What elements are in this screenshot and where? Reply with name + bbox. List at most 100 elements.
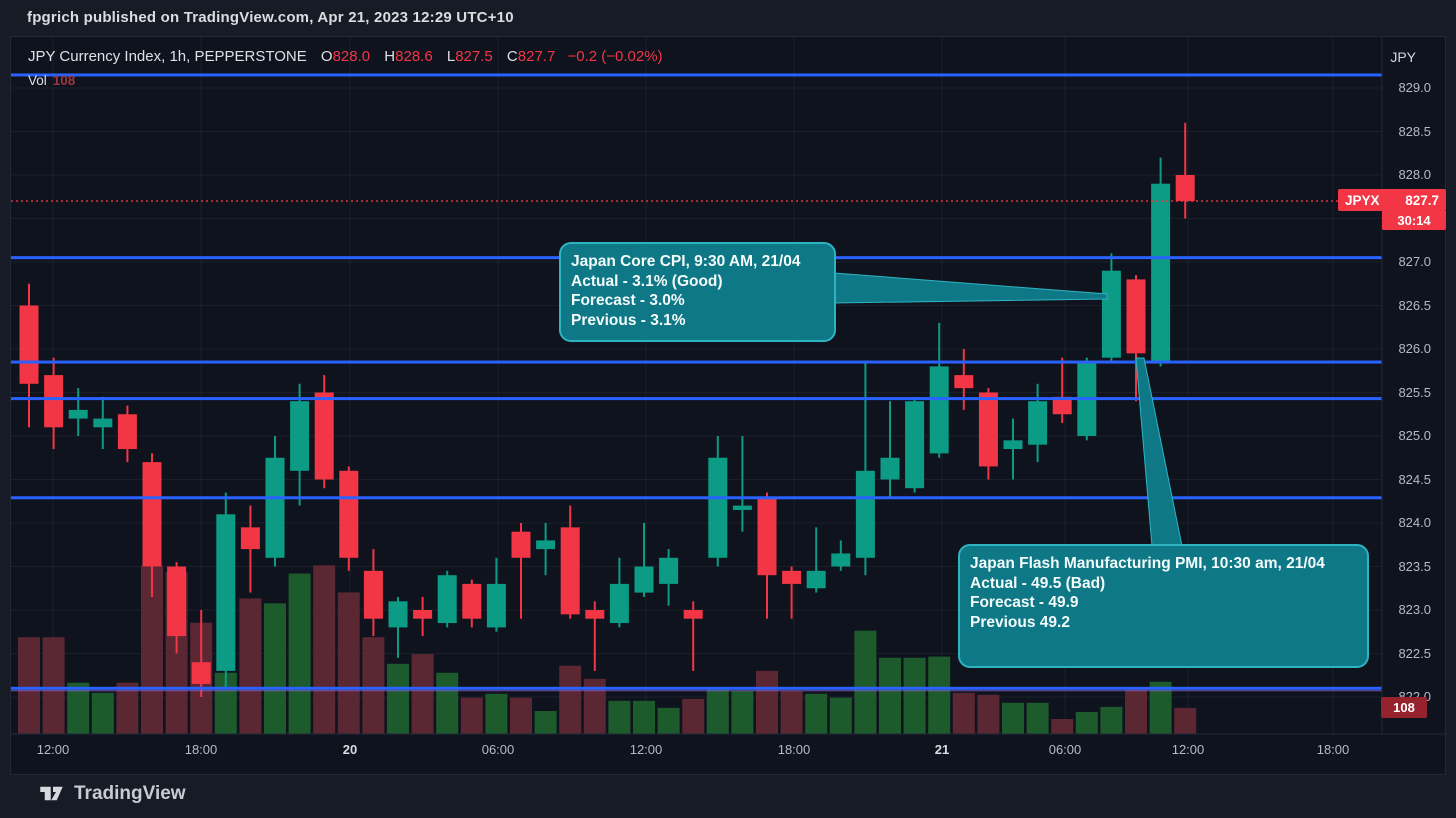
candle-body bbox=[413, 610, 433, 619]
low-value: 827.5 bbox=[455, 48, 493, 65]
time-axis-label: 12:00 bbox=[629, 742, 663, 757]
candle-body bbox=[978, 392, 998, 467]
volume-bar bbox=[682, 698, 705, 734]
candle-body bbox=[954, 375, 974, 389]
candle-wick bbox=[593, 601, 596, 671]
candle-body bbox=[585, 610, 605, 619]
last-price-tag-value: 827.7 bbox=[1405, 192, 1439, 208]
candle-wick bbox=[397, 596, 399, 658]
high-value: 828.6 bbox=[395, 48, 433, 65]
candle-body bbox=[437, 575, 457, 624]
time-axis-label: 06:00 bbox=[481, 742, 515, 757]
bar-countdown-tag: 30:14 bbox=[1382, 211, 1446, 230]
volume-label: Vol bbox=[28, 73, 47, 88]
volume-bar bbox=[559, 665, 582, 734]
volume-bar bbox=[608, 700, 631, 734]
volume-value: 108 bbox=[52, 73, 76, 88]
candle-body bbox=[167, 566, 187, 637]
candle-body bbox=[1126, 279, 1146, 354]
candle-body bbox=[855, 470, 875, 558]
candle-body bbox=[560, 527, 580, 615]
symbol-title[interactable]: JPY Currency Index, 1h, PEPPERSTONE bbox=[28, 48, 307, 65]
last-price-tag-symbol: JPYX bbox=[1345, 192, 1380, 208]
candle-body bbox=[93, 418, 113, 428]
callout-japan-core-cpi[interactable]: Japan Core CPI, 9:30 AM, 21/04 Actual - … bbox=[559, 242, 836, 342]
publish-banner: fpgrich published on TradingView.com, Ap… bbox=[27, 9, 514, 26]
volume-bar bbox=[952, 692, 975, 734]
price-axis-label: 829.0 bbox=[1398, 80, 1431, 95]
candle-body bbox=[708, 457, 728, 558]
candle-body bbox=[905, 401, 925, 489]
candle-body bbox=[1052, 396, 1072, 415]
candle-wick bbox=[692, 601, 695, 671]
price-axis-label: 824.5 bbox=[1398, 471, 1431, 487]
volume-bar bbox=[583, 678, 606, 734]
time-axis-label: 21 bbox=[934, 742, 950, 757]
volume-bar bbox=[460, 697, 483, 734]
volume-bar bbox=[42, 637, 65, 734]
volume-legend[interactable]: Vol 108 bbox=[28, 73, 75, 88]
volume-bar bbox=[854, 630, 877, 734]
candle-body bbox=[659, 557, 679, 584]
price-axis-label: 827.0 bbox=[1398, 254, 1431, 269]
change-value: −0.2 (−0.02%) bbox=[567, 48, 663, 65]
volume-bar bbox=[903, 657, 926, 734]
callout-japan-flash-pmi[interactable]: Japan Flash Manufacturing PMI, 10:30 am,… bbox=[958, 544, 1369, 668]
volume-bar bbox=[1100, 706, 1123, 734]
volume-bar bbox=[780, 690, 803, 734]
tradingview-watermark[interactable]: TradingView bbox=[38, 780, 186, 807]
close-label: C bbox=[506, 48, 518, 65]
volume-bar bbox=[239, 598, 262, 734]
volume-bar bbox=[362, 637, 385, 734]
volume-bar bbox=[1002, 702, 1024, 734]
time-axis-label: 12:00 bbox=[36, 742, 70, 757]
candle-body bbox=[290, 401, 310, 471]
volume-bar bbox=[731, 690, 754, 734]
volume-bar bbox=[879, 657, 901, 734]
volume-bar bbox=[485, 693, 508, 734]
price-axis-label: 823.5 bbox=[1398, 558, 1431, 574]
candle-body bbox=[1028, 401, 1048, 445]
candle-body bbox=[191, 662, 211, 684]
last-price-tag: JPYX 827.7 bbox=[1338, 189, 1446, 211]
candle-body bbox=[782, 570, 802, 584]
volume-bar bbox=[91, 692, 114, 734]
volume-bar bbox=[313, 565, 336, 734]
level-line bbox=[11, 496, 1382, 500]
price-axis-label: 826.5 bbox=[1398, 297, 1431, 313]
candle-wick bbox=[1061, 357, 1064, 423]
callout-line: Japan Core CPI, 9:30 AM, 21/04 bbox=[571, 253, 801, 270]
candle-body bbox=[609, 583, 629, 624]
price-axis-currency: JPY bbox=[1390, 49, 1416, 65]
candle-body bbox=[240, 527, 260, 550]
volume-bar bbox=[657, 707, 680, 734]
time-axis-label: 18:00 bbox=[184, 742, 218, 757]
volume-bar bbox=[436, 672, 459, 734]
volume-bar bbox=[805, 693, 828, 734]
volume-bar bbox=[67, 682, 90, 734]
chart-legend[interactable]: JPY Currency Index, 1h, PEPPERSTONE O828… bbox=[28, 48, 663, 65]
open-label: O bbox=[320, 48, 333, 65]
candle-wick bbox=[520, 523, 522, 619]
chart-widget: JPY Currency Index, 1h, PEPPERSTONE O828… bbox=[10, 36, 1447, 775]
candle-wick bbox=[790, 566, 793, 619]
candle-body bbox=[732, 505, 752, 510]
volume-bar bbox=[1075, 711, 1098, 734]
high-label: H bbox=[384, 48, 396, 65]
price-axis-label: 823.0 bbox=[1398, 602, 1431, 617]
candle-body bbox=[117, 414, 137, 450]
candle-body bbox=[831, 553, 851, 567]
candle-body bbox=[1151, 183, 1171, 363]
candle-body bbox=[1175, 175, 1195, 202]
time-axis-label: 20 bbox=[342, 742, 358, 757]
callout-line: Forecast - 3.0% bbox=[571, 292, 685, 309]
candle-body bbox=[929, 366, 949, 454]
volume-axis-tag: 108 bbox=[1381, 697, 1427, 718]
price-axis-label: 825.0 bbox=[1398, 428, 1431, 443]
volume-bar bbox=[1026, 702, 1049, 734]
volume-bar bbox=[387, 663, 409, 734]
candle-body bbox=[634, 566, 654, 593]
candle-body bbox=[265, 457, 285, 558]
open-value: 828.0 bbox=[332, 48, 371, 65]
